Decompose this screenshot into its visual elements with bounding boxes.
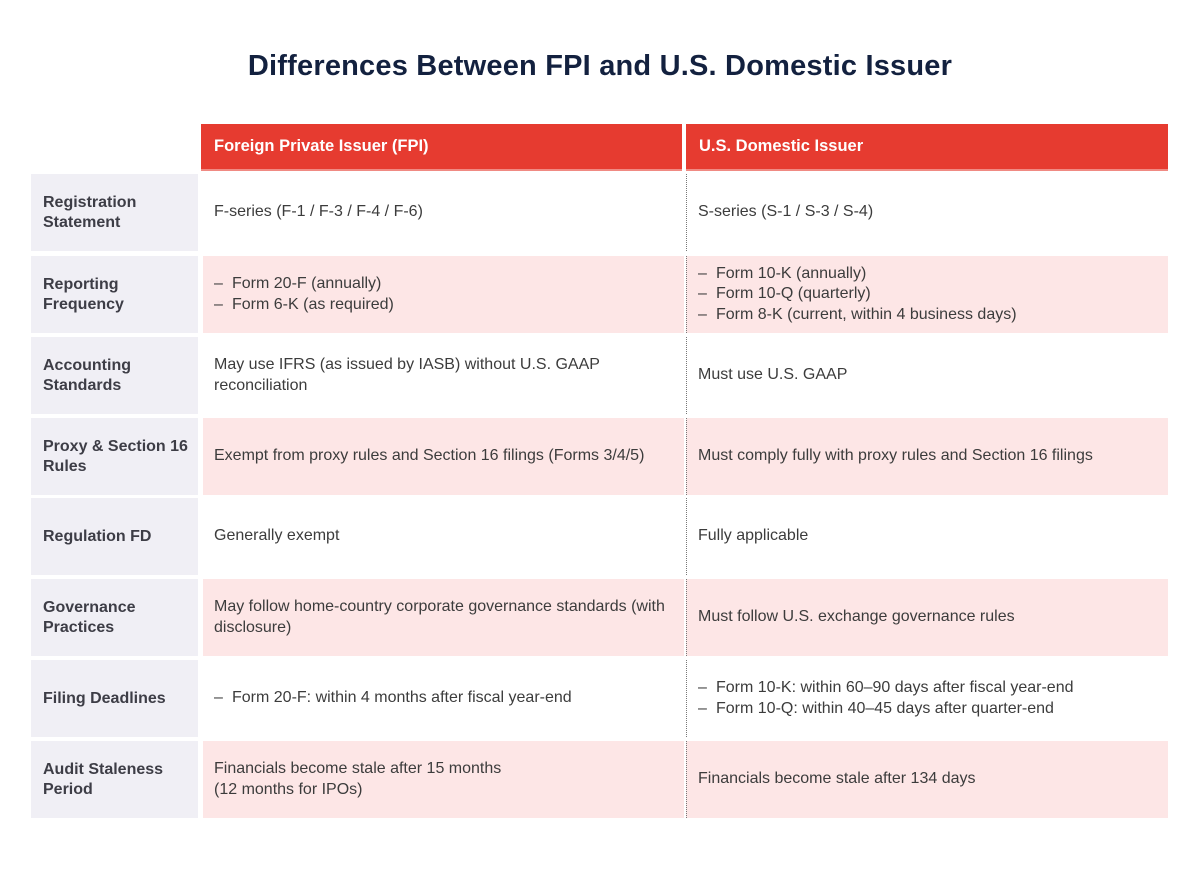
row-label: Filing Deadlines: [31, 660, 198, 737]
cell-us: Must comply fully with proxy rules and S…: [686, 418, 1168, 495]
cell-us: Form 10-K (annually)Form 10-Q (quarterly…: [686, 256, 1168, 333]
cell-text: Must follow U.S. exchange governance rul…: [698, 608, 1015, 626]
row-label: Audit Staleness Period: [31, 741, 198, 818]
cell-us: Fully applicable: [686, 498, 1168, 575]
cell-text: May use IFRS (as issued by IASB) without…: [214, 356, 600, 394]
cell-fpi: Financials become stale after 15 months (…: [203, 741, 684, 818]
cell-us: S-series (S-1 / S-3 / S-4): [686, 174, 1168, 251]
column-header-us-domestic: U.S. Domestic Issuer: [686, 124, 1168, 171]
cell-fpi: Form 20-F (annually)Form 6-K (as require…: [203, 256, 684, 333]
cell-text: Generally exempt: [214, 527, 340, 545]
list-item: Form 8-K (current, within 4 business day…: [698, 305, 1168, 326]
row-label: Governance Practices: [31, 579, 198, 656]
cell-text: Financials become stale after 134 days: [698, 770, 976, 788]
list-item: Form 20-F (annually): [214, 274, 684, 295]
cell-fpi: May follow home-country corporate govern…: [203, 579, 684, 656]
cell-us: Form 10-K: within 60–90 days after fisca…: [686, 660, 1168, 737]
table-row: Reporting FrequencyForm 20-F (annually)F…: [31, 256, 1168, 333]
cell-fpi: F-series (F-1 / F-3 / F-4 / F-6): [203, 174, 684, 251]
page-title: Differences Between FPI and U.S. Domesti…: [247, 50, 953, 82]
row-label: Reporting Frequency: [31, 256, 198, 333]
cell-fpi: Exempt from proxy rules and Section 16 f…: [203, 418, 684, 495]
table-row: Filing Deadlines Form 20-F: within 4 mont…: [31, 660, 1168, 737]
list-item: Form 20-F: within 4 months after fiscal …: [214, 688, 684, 709]
cell-text: Must use U.S. GAAP: [698, 366, 848, 384]
cell-text: (12 months for IPOs): [214, 780, 363, 798]
table-row: Governance Practices May follow home-coun…: [31, 579, 1168, 656]
cell-us: Must follow U.S. exchange governance rul…: [686, 579, 1168, 656]
list-item: Form 10-Q: within 40–45 days after quart…: [698, 699, 1168, 720]
cell-us: Financials become stale after 134 days: [686, 741, 1168, 818]
list-item: Form 10-Q (quarterly): [698, 284, 1168, 305]
row-label: Accounting Standards: [31, 337, 198, 414]
table-row: Proxy & Section 16 Rules Exempt from prox…: [31, 418, 1168, 495]
row-label: Registration Statement: [31, 174, 198, 251]
cell-fpi: Form 20-F: within 4 months after fiscal …: [203, 660, 684, 737]
cell-fpi: Generally exempt: [203, 498, 684, 575]
table-row: Regulation FD Generally exempt Fully appli…: [31, 498, 1168, 575]
cell-fpi: May use IFRS (as issued by IASB) without…: [203, 337, 684, 414]
list-item: Form 6-K (as required): [214, 295, 684, 316]
cell-text: Must comply fully with proxy rules and S…: [698, 447, 1093, 465]
cell-text: S-series (S-1 / S-3 / S-4): [698, 203, 874, 221]
table-row: Accounting Standards May use IFRS (as iss…: [31, 337, 1168, 414]
row-label: Proxy & Section 16 Rules: [31, 418, 198, 495]
list-item: Form 10-K (annually): [698, 264, 1168, 285]
column-header-fpi: Foreign Private Issuer (FPI): [201, 124, 682, 171]
table-row: Audit Staleness Period Financials become …: [31, 741, 1168, 818]
list-item: Form 10-K: within 60–90 days after fisca…: [698, 678, 1168, 699]
cell-text: May follow home-country corporate govern…: [214, 598, 665, 636]
table-row: Registration Statement F-series (F-1 / F-…: [31, 174, 1168, 251]
cell-text: F-series (F-1 / F-3 / F-4 / F-6): [214, 203, 423, 221]
cell-us: Must use U.S. GAAP: [686, 337, 1168, 414]
cell-text: Fully applicable: [698, 527, 809, 545]
cell-text: Financials become stale after 15 months: [214, 760, 502, 777]
cell-text: Exempt from proxy rules and Section 16 f…: [214, 447, 645, 465]
row-label: Regulation FD: [31, 498, 198, 575]
